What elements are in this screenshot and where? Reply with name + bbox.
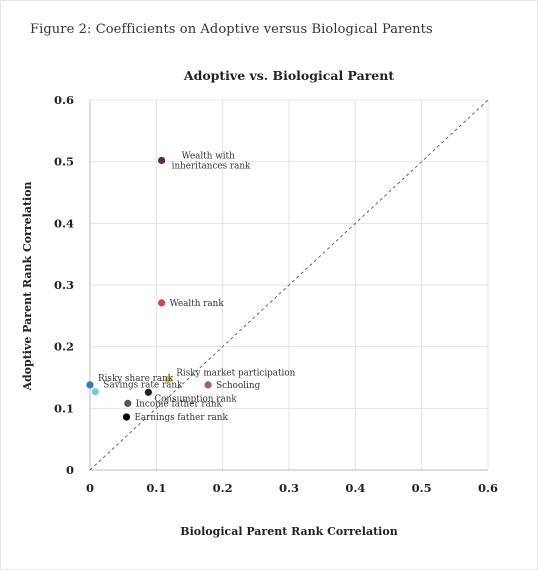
x-tick-label: 0.2 [213,481,233,495]
point-label-line: Risky share rank [98,374,174,384]
point-label: Consumption rank [154,394,237,404]
x-tick-label: 0.4 [345,481,365,495]
point-label: Wealth with inheritances rank [172,151,251,171]
point-label: Earnings father rank [134,413,228,423]
y-tick-label: 0.5 [54,155,74,169]
point-label: Savings rate rank [103,381,183,391]
x-tick-label: 0 [86,481,94,495]
point-label: Risky market participation [176,368,295,378]
data-point [144,388,152,396]
point-label-line: Earnings father rank [134,413,228,423]
data-point [204,381,212,389]
reference-line [89,99,489,471]
y-tick-label: 0.1 [54,401,74,415]
point-label-line: Schooling [216,381,261,391]
data-point [86,381,94,389]
tick-labels: 0 0.1 0.2 0.3 0.4 0.5 0.6 0 0.1 0.2 0.3 0.4 0.5 0.6 [54,93,498,495]
data-point [164,375,172,383]
y-axis-title: Adoptive Parent Rank Correlation [21,181,34,391]
point-label-line: Risky market participation [176,368,295,378]
x-tick-label: 0.6 [478,481,498,495]
y-tick-label: 0 [66,463,74,477]
data-point [124,399,132,407]
point-label-line: Savings rate rank [103,381,183,391]
point-label-line: Consumption rank [154,394,237,404]
point-labels: Wealth with inheritances rank Wealth rank R… [98,151,296,423]
data-point [91,388,99,396]
y-tick-label: 0.2 [54,340,74,354]
y-tick-label: 0.3 [54,278,74,292]
x-tick-label: 0.5 [412,481,432,495]
point-label: Wealth rank [170,299,225,309]
point-label: Income father rank [136,399,223,409]
x-axis-title: Biological Parent Rank Correlation [180,525,397,538]
point-label-line: Income father rank [136,399,223,409]
data-points [86,156,212,421]
point-label-line: Wealth rank [170,299,225,309]
data-point [122,413,131,421]
x-tick-label: 0.3 [279,481,299,495]
chart-title: Adoptive vs. Biological Parent [183,68,394,83]
x-tick-label: 0.1 [146,481,166,495]
point-label: Risky share rank [98,374,174,384]
data-point [158,299,166,307]
figure-caption: Figure 2: Coefficients on Adoptive versu… [30,22,433,37]
point-label-line: inheritances rank [172,161,251,171]
diagonal-line [89,99,489,471]
point-label-line: Wealth with [182,151,235,161]
point-label: Schooling [216,381,261,391]
y-tick-label: 0.6 [54,93,74,107]
data-point [158,156,166,165]
y-tick-label: 0.4 [54,216,74,230]
